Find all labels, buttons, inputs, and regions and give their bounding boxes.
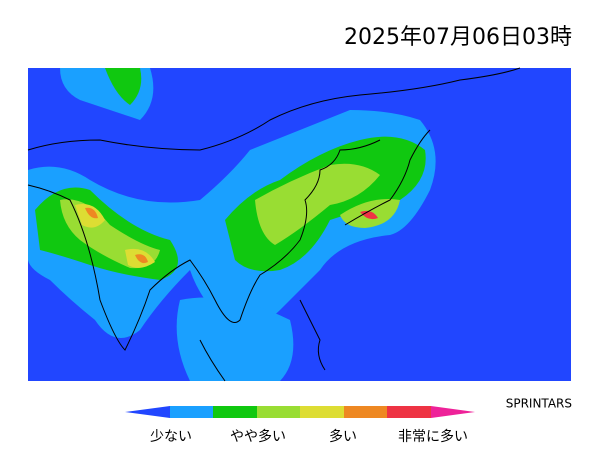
legend-arrow-low [125,406,170,418]
legend-arrow-high [431,406,475,418]
region-high [255,163,380,245]
legend-swatch [257,406,300,418]
legend: 少ない やや多い 多い 非常に多い [125,406,475,445]
legend-swatch [213,406,257,418]
legend-label: 少ない [150,429,192,445]
region-mid [105,68,142,105]
region-low [176,297,294,381]
region-very-high [135,254,148,264]
credit: SPRINTARS [506,397,572,411]
region-extreme [360,210,378,220]
timestamp-title: 2025年07月06日03時 [344,25,572,50]
aerosol-map [27,67,571,382]
legend-label: 多い [329,428,357,445]
legend-label: やや多い [230,428,286,445]
legend-swatch [387,406,431,418]
legend-swatch [170,406,213,418]
coastlines [27,67,521,382]
legend-label: 非常に多い [398,428,468,445]
region-very-high [85,207,98,219]
legend-swatch [300,406,344,418]
legend-swatch [344,406,387,418]
